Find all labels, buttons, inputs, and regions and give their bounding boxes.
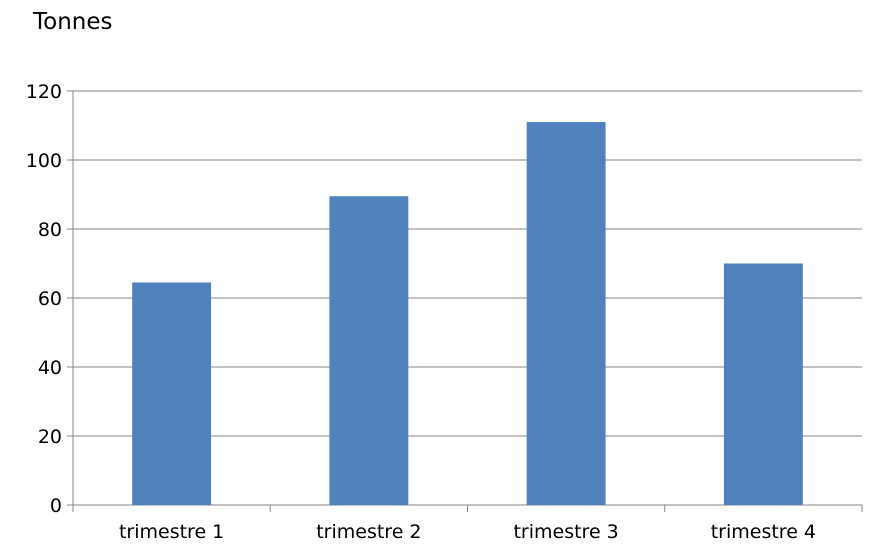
y-tick-label: 40 (38, 357, 62, 379)
y-tick-label: 100 (26, 150, 62, 172)
bar (329, 196, 409, 505)
unit-label: Tonnes (33, 9, 113, 35)
x-tick-label: trimestre 1 (119, 521, 224, 543)
y-tick-label: 80 (38, 219, 62, 241)
bar (132, 282, 212, 505)
y-tick-label: 0 (50, 495, 62, 517)
bar (723, 263, 803, 505)
y-tick-label: 120 (26, 81, 62, 103)
x-tick-label: trimestre 2 (316, 521, 421, 543)
y-tick-label: 20 (38, 426, 62, 448)
x-tick-label: trimestre 4 (711, 521, 816, 543)
y-tick-label: 60 (38, 288, 62, 310)
bar (526, 122, 606, 506)
x-tick-label: trimestre 3 (513, 521, 618, 543)
